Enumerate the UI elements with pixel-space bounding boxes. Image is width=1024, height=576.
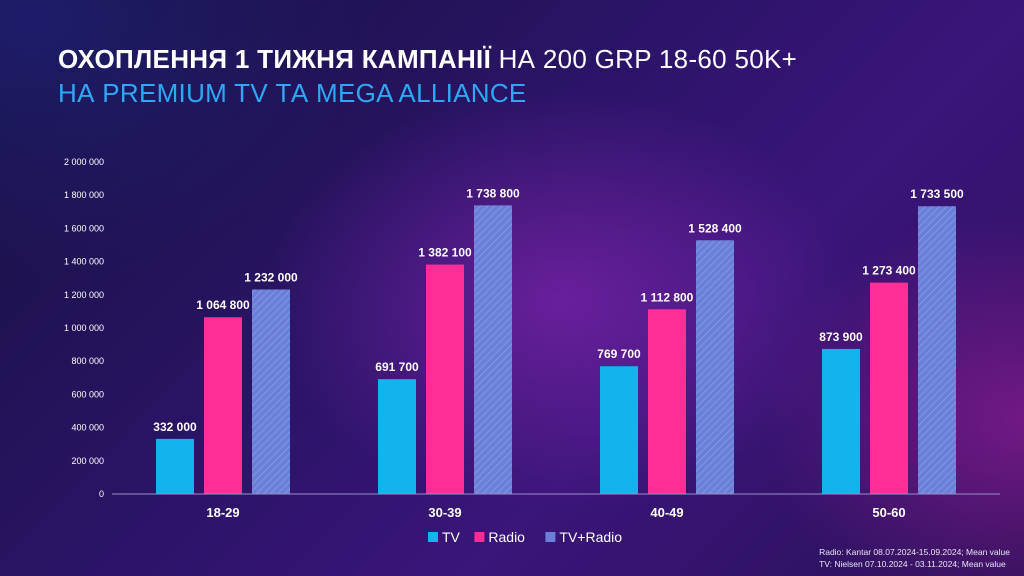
y-tick-label: 1 200 000 [64,290,104,300]
title-line-1: ОХОПЛЕННЯ 1 ТИЖНЯ КАМПАНІЇ НА 200 GRP 18… [58,42,797,76]
y-tick-label: 1 400 000 [64,257,104,267]
bar-value-label: 1 064 800 [196,298,250,312]
legend-label: TV+Radio [559,529,622,545]
title-light-part: НА 200 GRP 18-60 50K+ [498,44,798,74]
chart-subtitle: НА PREMIUM TV ТА MEGA ALLIANCE [58,78,527,108]
legend-swatch [474,532,485,542]
legend: TV Radio TV+Radio [428,529,622,545]
bar-value-label: 1 528 400 [688,221,742,235]
title-bold-part: ОХОПЛЕННЯ 1 ТИЖНЯ КАМПАНІЇ [58,44,492,74]
legend-swatch [545,532,556,542]
bar-tv-radio-30-39 [474,205,512,495]
y-tick-label: 0 [99,489,104,499]
bar-value-label: 1 232 000 [244,270,298,284]
bar-value-label: 691 700 [375,360,419,374]
bar-tv-30-39 [378,379,416,494]
bar-value-label: 1 738 800 [466,186,520,200]
bar-value-label: 873 900 [819,330,863,344]
footnote-radio-source: Radio: Kantar 08.07.2024-15.09.2024; Mea… [819,547,1010,557]
bar-value-label: 332 000 [153,420,197,434]
x-category-label: 30-39 [428,505,461,520]
bar-value-label: 1 273 400 [862,264,916,278]
bar-value-label: 1 382 100 [418,246,472,260]
x-category-label: 50-60 [872,505,905,520]
y-tick-label: 1 800 000 [64,190,104,200]
footnote-tv-source: TV: Nielsen 07.10.2024 - 03.11.2024; Mea… [819,559,1006,569]
bar-tv-40-49 [600,366,638,494]
y-tick-label: 800 000 [71,356,104,366]
y-tick-label: 2 000 000 [64,157,104,167]
bar-tv-radio-18-29 [252,289,290,494]
y-tick-label: 200 000 [71,456,104,466]
bar-tv-18-29 [156,438,194,494]
chart-title: ОХОПЛЕННЯ 1 ТИЖНЯ КАМПАНІЇ НА 200 GRP 18… [58,42,797,110]
source-footnote: Radio: Kantar 08.07.2024-15.09.2024; Mea… [819,546,1010,570]
bar-radio-50-60 [870,282,908,494]
y-axis: 0 200 000 400 000 600 000 800 000 1 000 000 1 … [64,157,104,499]
bar-tv-50-60 [822,348,860,494]
bar-radio-40-49 [648,309,686,494]
legend-label: Radio [488,529,525,545]
bar-radio-30-39 [426,264,464,494]
legend-swatch [428,532,438,542]
bar-value-label: 1 112 800 [641,290,694,304]
bar-radio-18-29 [204,317,242,494]
y-tick-label: 400 000 [71,423,104,433]
bar-value-label: 769 700 [597,347,641,361]
legend-label: TV [442,529,461,545]
y-tick-label: 600 000 [71,389,104,399]
bar-value-label: 1 733 500 [910,187,964,201]
y-tick-label: 1 600 000 [64,223,104,233]
bar-series-group: 332 000 1 064 800 1 232 000 691 700 1 382 10… [153,186,964,495]
x-category-label: 18-29 [206,505,239,520]
x-axis: 18-29 30-39 40-49 50-60 [112,493,1000,520]
x-category-label: 40-49 [650,505,683,520]
bar-tv-radio-50-60 [918,206,956,494]
y-tick-label: 1 000 000 [64,323,104,333]
bar-tv-radio-40-49 [696,240,734,494]
